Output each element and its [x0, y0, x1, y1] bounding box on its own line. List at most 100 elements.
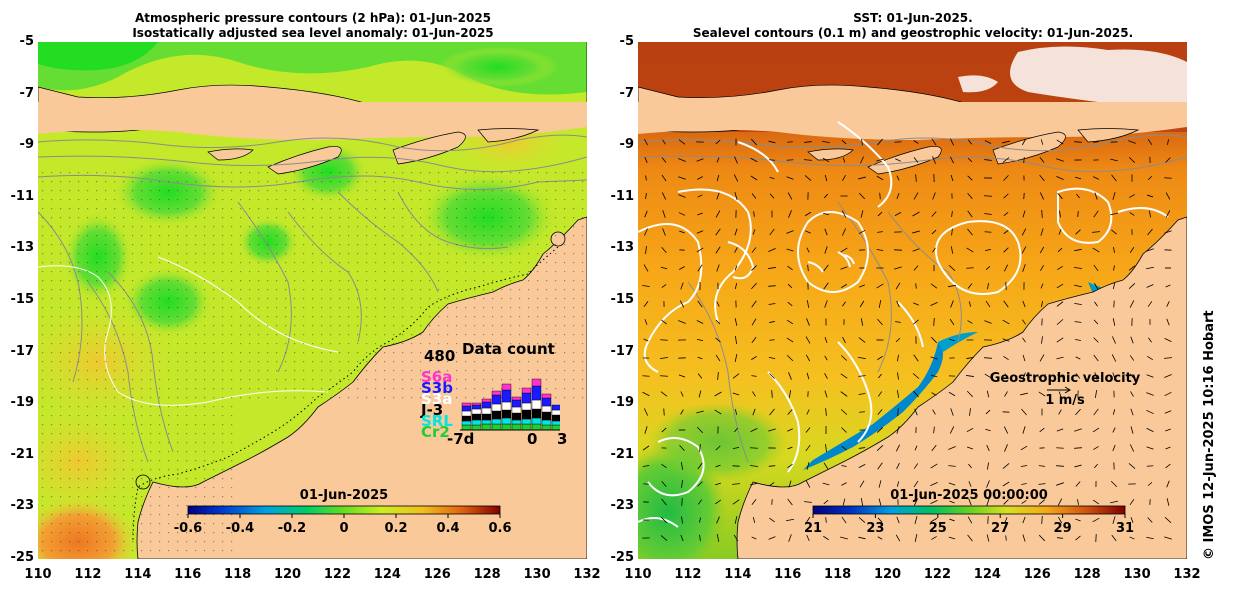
velocity-arrow	[1056, 447, 1064, 449]
right-title: SST: 01-Jun-2025. Sealevel contours (0.1…	[638, 11, 1188, 41]
velocity-arrow	[1130, 426, 1134, 434]
velocity-arrow	[714, 409, 722, 415]
velocity-arrow	[699, 444, 701, 452]
velocity-arrow	[734, 354, 738, 362]
velocity-arrow	[1092, 427, 1100, 433]
velocity-arrow	[1074, 248, 1082, 252]
right-title-line2: Sealevel contours (0.1 m) and geostrophi…	[692, 26, 1134, 40]
velocity-arrow	[1093, 319, 1099, 325]
y-tick-label: -7	[19, 85, 34, 101]
velocity-arrow	[769, 228, 775, 236]
velocity-arrow	[1166, 301, 1170, 307]
velocity-arrow	[786, 230, 794, 234]
velocity-arrow	[1129, 247, 1135, 253]
velocity-arrow	[967, 193, 973, 199]
velocity-arrow	[715, 445, 721, 451]
velocity-arrow	[1003, 230, 1009, 234]
velocity-arrow	[1075, 229, 1081, 235]
velocity-arrow	[1092, 247, 1100, 253]
velocity-arrow	[840, 536, 848, 540]
velocity-arrow	[985, 300, 991, 308]
data-count-bar	[471, 408, 482, 415]
velocity-arrow	[879, 192, 881, 200]
velocity-arrow	[661, 284, 667, 288]
velocity-arrow	[932, 247, 936, 253]
velocity-arrow	[1129, 444, 1135, 452]
velocity-arrow	[1129, 212, 1135, 216]
satellite-legend-item: S3b	[421, 379, 453, 397]
colorbar-label: -0.6	[173, 521, 203, 536]
colorbar-label: 23	[866, 521, 885, 536]
velocity-arrow	[752, 229, 756, 235]
velocity-arrow	[769, 373, 775, 379]
velocity-arrow	[680, 409, 684, 415]
velocity-arrow	[930, 301, 938, 307]
velocity-arrow	[1056, 175, 1064, 181]
velocity-arrow	[1112, 409, 1116, 415]
velocity-arrow	[1056, 319, 1064, 325]
velocity-arrow	[949, 518, 955, 522]
velocity-arrow	[824, 337, 828, 343]
velocity-arrow	[1038, 391, 1046, 397]
velocity-arrow	[1093, 446, 1099, 450]
velocity-arrow	[680, 391, 684, 397]
velocity-arrow	[751, 318, 757, 326]
velocity-arrow	[805, 444, 811, 452]
velocity-arrow	[661, 192, 667, 200]
colorbar-label: 25	[928, 521, 947, 536]
velocity-arrow	[661, 174, 667, 182]
velocity-arrow	[1164, 536, 1172, 540]
data-count-bar	[491, 423, 502, 431]
velocity-arrow	[1038, 374, 1046, 378]
velocity-arrow	[752, 516, 756, 524]
velocity-arrow	[644, 138, 648, 146]
velocity-arrow	[786, 248, 794, 252]
velocity-arrow	[1039, 427, 1045, 433]
velocity-arrow	[699, 534, 701, 542]
velocity-arrow	[967, 283, 973, 289]
velocity-arrow	[1092, 517, 1100, 523]
y-tick-label: -11	[10, 188, 35, 204]
data-count-bar	[481, 407, 492, 415]
velocity-arrow	[824, 246, 828, 254]
velocity-arrow	[1147, 228, 1153, 236]
velocity-arrow	[930, 500, 938, 504]
velocity-arrow	[1056, 283, 1064, 289]
velocity-arrow	[823, 499, 829, 505]
velocity-arrow	[644, 157, 648, 163]
velocity-arrow	[896, 426, 900, 434]
data-count-bar	[461, 420, 472, 426]
velocity-arrow	[1021, 408, 1027, 416]
y-tick-label: -7	[619, 85, 634, 101]
velocity-arrow	[750, 428, 758, 432]
sea-level-anomaly-map-graphic	[38, 42, 587, 559]
velocity-arrow	[1113, 247, 1115, 253]
velocity-arrow	[1130, 336, 1134, 344]
y-tick-label: -21	[10, 446, 35, 462]
velocity-arrow	[1020, 465, 1028, 467]
velocity-arrow	[1021, 228, 1027, 236]
velocity-arrow	[715, 319, 721, 325]
velocity-arrow	[751, 356, 757, 360]
velocity-arrow	[1075, 339, 1081, 341]
velocity-arrow	[932, 192, 936, 200]
y-tick-label: -5	[619, 34, 634, 49]
data-count-bar	[501, 423, 512, 431]
velocity-arrow	[1074, 176, 1082, 180]
data-count-bar	[481, 419, 492, 425]
velocity-arrow	[679, 266, 685, 270]
velocity-arrow	[1112, 318, 1116, 326]
velocity-arrow	[734, 336, 738, 344]
velocity-legend-arrow	[1047, 386, 1071, 394]
velocity-arrow	[912, 211, 920, 217]
velocity-arrow	[877, 211, 883, 217]
colorbar-label: 0	[339, 521, 349, 536]
velocity-arrow	[768, 356, 776, 360]
velocity-arrow	[1112, 427, 1116, 433]
velocity-arrow	[1003, 247, 1009, 253]
velocity-arrow	[659, 375, 669, 377]
velocity-arrow	[716, 516, 720, 524]
velocity-arrow	[822, 482, 830, 486]
velocity-arrow	[679, 444, 685, 452]
velocity-arrow	[913, 302, 919, 306]
